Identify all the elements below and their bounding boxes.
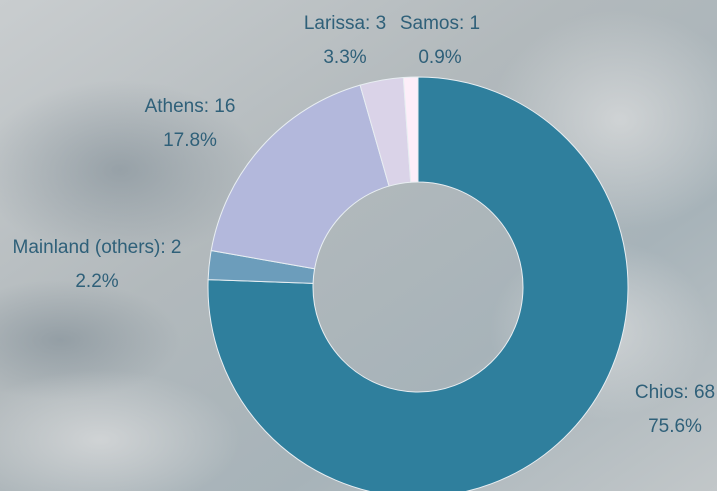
slice-label: Larissa: 3 <box>304 13 386 34</box>
chart: Chios: 68 75.6% Mainland (others): 2 2.2% At… <box>0 0 717 491</box>
slice-percent: 75.6% <box>648 416 702 437</box>
slice-percent: 0.9% <box>418 47 461 68</box>
slice-label: Mainland (others): 2 <box>13 237 182 258</box>
slice-percent: 2.2% <box>75 271 118 292</box>
slice-percent: 3.3% <box>323 47 366 68</box>
slice-label: Chios: 68 <box>635 382 715 403</box>
page: {"chart_data": {"type": "donut", "labels… <box>0 0 717 491</box>
slice-label: Samos: 1 <box>400 13 480 34</box>
slice-label: Athens: 16 <box>145 96 236 117</box>
slice-percent: 17.8% <box>163 130 217 151</box>
